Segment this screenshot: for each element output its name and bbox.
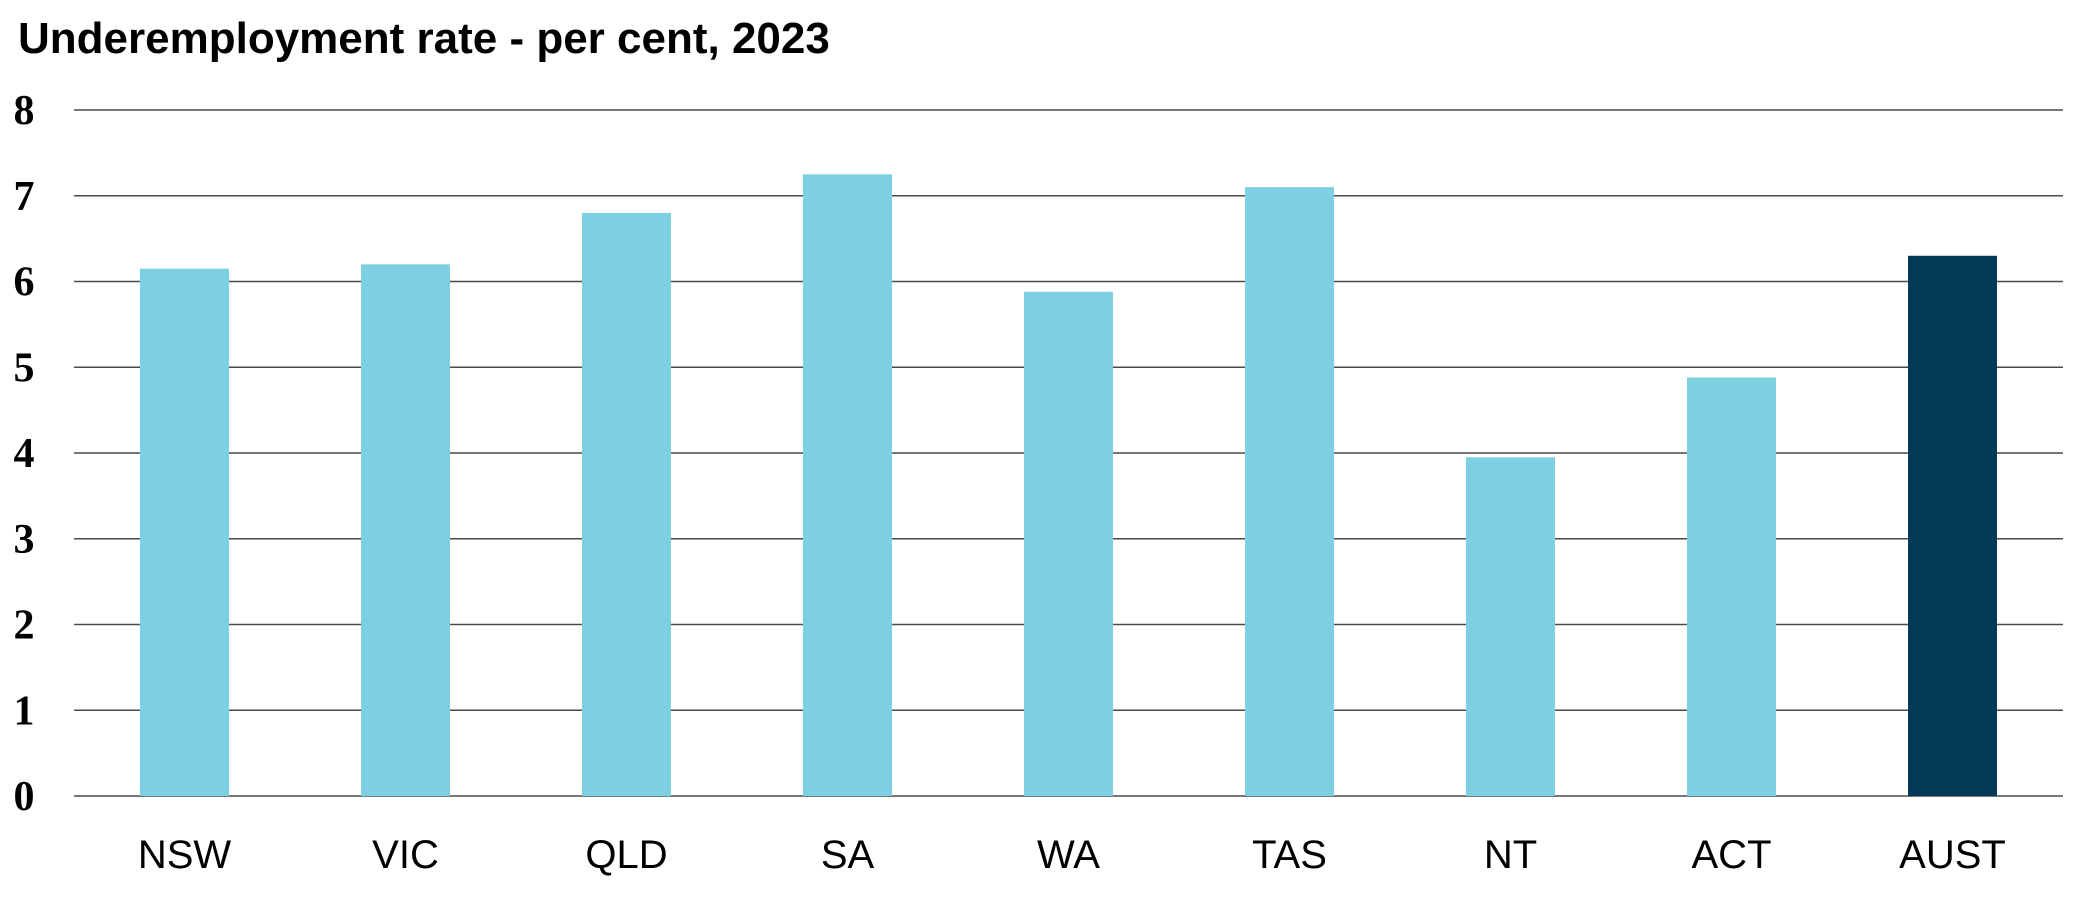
bar-nt [1466, 457, 1555, 796]
y-axis-ticks: 0 1 2 3 4 5 6 7 8 [14, 88, 35, 820]
bar-wa [1024, 291, 1113, 796]
y-tick-label: 6 [14, 260, 35, 306]
chart-title: Underemployment rate - per cent, 2023 [18, 14, 830, 63]
bar-tas [1245, 187, 1334, 797]
y-tick-label: 8 [14, 88, 35, 134]
bar-act [1687, 377, 1776, 796]
y-tick-label: 7 [14, 174, 35, 220]
x-tick-label: AUST [1899, 833, 2006, 877]
bars [140, 174, 1997, 797]
bar-nsw [140, 268, 229, 796]
bar-aust [1908, 255, 1997, 796]
x-tick-label: ACT [1692, 833, 1772, 877]
y-tick-label: 2 [14, 603, 35, 649]
bar-qld [582, 212, 671, 796]
x-axis-ticks: NSW VIC QLD SA WA TAS NT ACT AUST [138, 833, 2006, 877]
x-tick-label: VIC [372, 833, 439, 877]
bar-vic [361, 264, 450, 797]
y-tick-label: 0 [14, 774, 35, 820]
x-tick-label: NT [1484, 833, 1537, 877]
y-tick-label: 1 [14, 688, 35, 734]
x-tick-label: TAS [1252, 833, 1327, 877]
y-tick-label: 4 [14, 431, 35, 477]
x-tick-label: QLD [585, 833, 667, 877]
bar-sa [803, 174, 892, 796]
y-tick-label: 5 [14, 345, 35, 391]
y-tick-label: 3 [14, 517, 35, 563]
x-tick-label: SA [821, 833, 875, 877]
x-tick-label: WA [1037, 833, 1100, 877]
x-tick-label: NSW [138, 833, 232, 877]
